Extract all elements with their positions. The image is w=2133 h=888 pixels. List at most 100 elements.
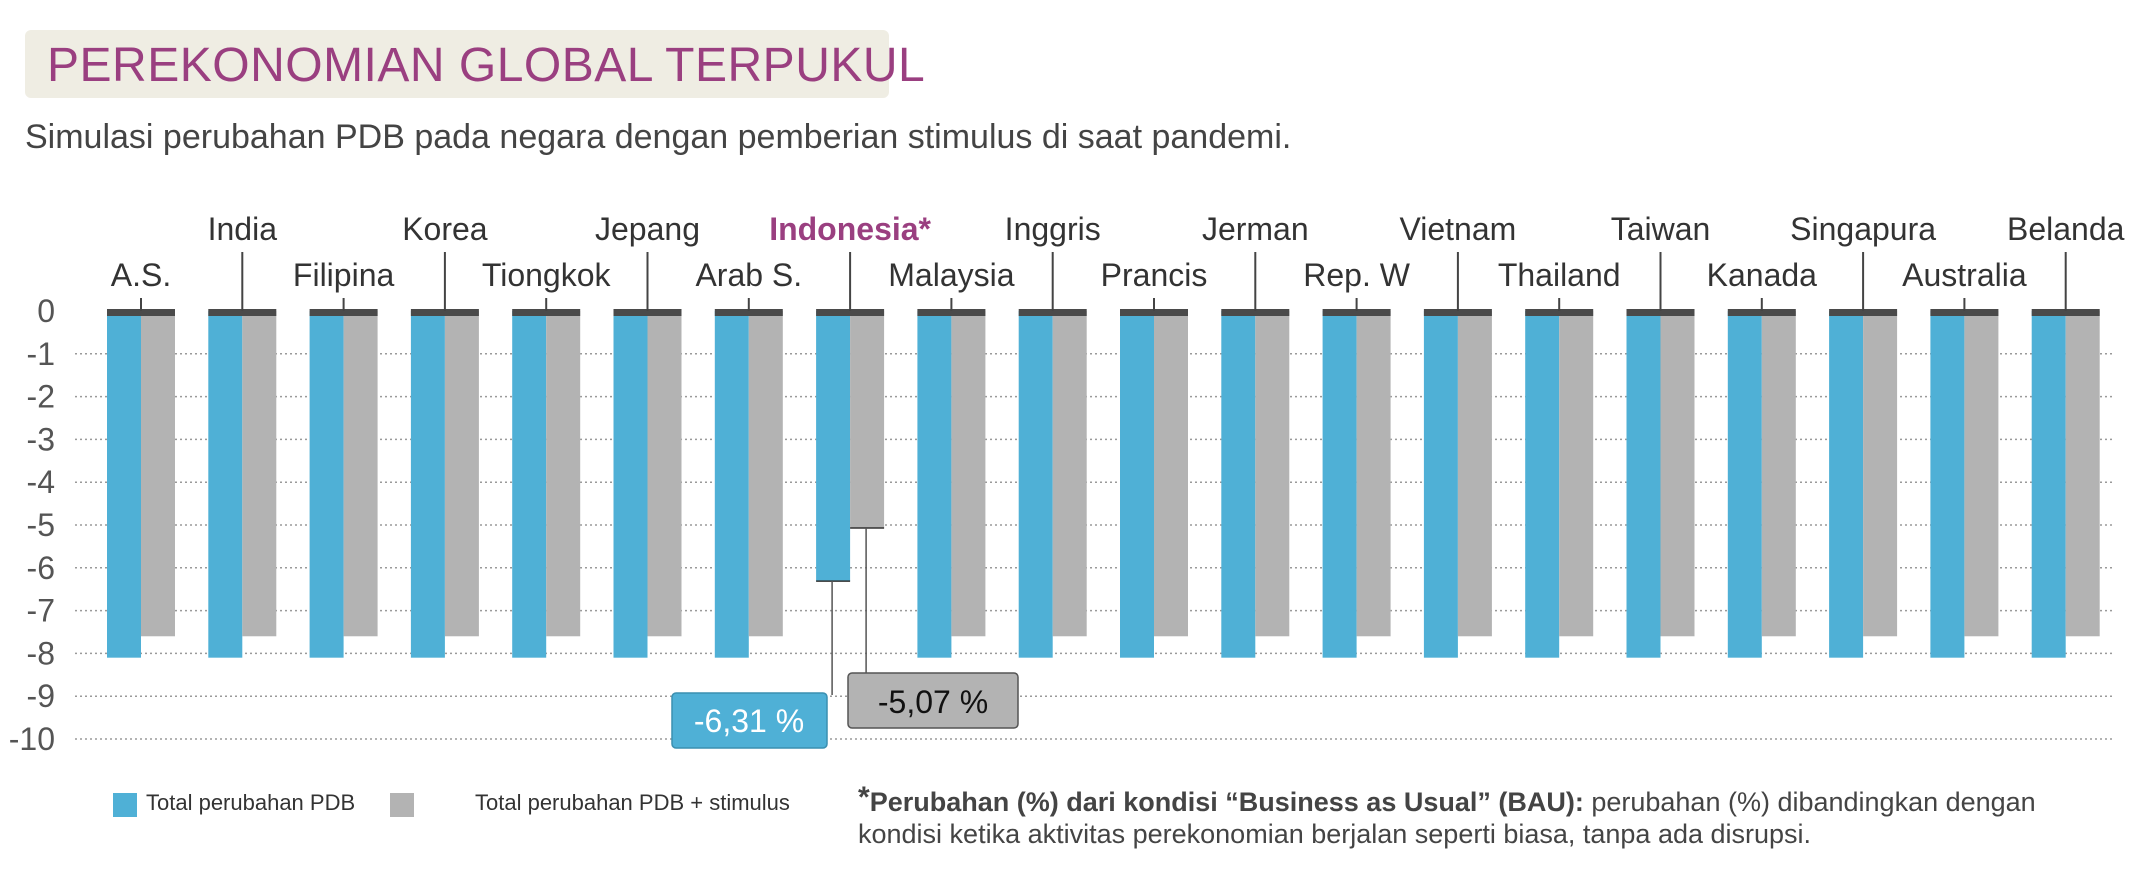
y-tick-label: -1 <box>27 336 55 372</box>
bar-pdb <box>1322 311 1357 658</box>
chart-subtitle: Simulasi perubahan PDB pada negara denga… <box>25 118 1292 156</box>
bar-pdb <box>714 311 749 658</box>
bar-baseline <box>107 309 175 316</box>
bar-stimulus <box>1052 311 1087 637</box>
y-tick-label: -5 <box>27 507 55 543</box>
category-label: Belanda <box>2007 211 2125 247</box>
bar-pdb <box>309 311 344 658</box>
category-label: Taiwan <box>1611 211 1711 247</box>
bar-baseline <box>816 309 885 316</box>
y-tick-label: -7 <box>27 593 55 629</box>
bar-pdb <box>1120 311 1154 658</box>
category-label: Jerman <box>1202 211 1309 247</box>
bar-pdb <box>2031 311 2066 658</box>
bar-stimulus <box>951 311 986 637</box>
bar-stimulus <box>850 311 885 528</box>
annotation-box-stimulus <box>847 672 1019 729</box>
bar-baseline <box>1727 309 1796 316</box>
bar-baseline <box>410 309 479 316</box>
bar-baseline <box>1322 309 1391 316</box>
legend-swatch-pdb <box>113 793 137 817</box>
bar-baseline <box>1120 309 1188 316</box>
legend-swatch-stimulus <box>390 793 414 817</box>
category-label: A.S. <box>111 257 171 293</box>
category-label: Vietnam <box>1399 211 1516 247</box>
bar-stimulus <box>242 311 277 637</box>
category-label: Singapura <box>1790 211 1936 247</box>
bar-pdb <box>1525 311 1560 658</box>
bar-baseline <box>1423 309 1492 316</box>
footnote-text: perubahan (%) dibandingkan dengan kondis… <box>858 787 2036 849</box>
bar-stimulus <box>1255 311 1290 637</box>
bar-stimulus <box>1356 311 1391 637</box>
category-label: Korea <box>402 211 488 247</box>
y-tick-label: 0 <box>37 293 55 329</box>
bar-baseline <box>613 309 682 316</box>
category-label: India <box>208 211 278 247</box>
category-label: Rep. W <box>1303 257 1410 293</box>
bar-stimulus <box>1660 311 1695 637</box>
bar-stimulus <box>1559 311 1594 637</box>
bar-baseline <box>208 309 277 316</box>
bar-baseline <box>1018 309 1087 316</box>
bar-pdb <box>512 311 547 658</box>
bar-baseline <box>714 309 783 316</box>
chart-title: PEREKONOMIAN GLOBAL TERPUKUL <box>47 39 926 92</box>
bar-pdb <box>816 311 851 582</box>
bar-stimulus <box>141 311 175 637</box>
bar-pdb <box>1930 311 1965 658</box>
category-label: Thailand <box>1498 257 1621 293</box>
y-tick-label: -9 <box>27 678 55 714</box>
y-tick-label: -8 <box>27 635 55 671</box>
bar-stimulus <box>1863 311 1898 637</box>
category-label: Indonesia* <box>769 211 931 247</box>
category-label: Prancis <box>1101 257 1208 293</box>
bar-baseline <box>1930 309 1999 316</box>
bar-baseline <box>917 309 986 316</box>
bar-baseline <box>1221 309 1290 316</box>
bar-pdb <box>1423 311 1458 658</box>
footnote-star: * <box>858 781 870 814</box>
bar-pdb <box>1221 311 1256 658</box>
bar-stimulus <box>748 311 783 637</box>
annotation-label-pdb: -6,31 % <box>694 703 804 739</box>
bar-pdb <box>917 311 952 658</box>
y-tick-label: -3 <box>27 421 55 457</box>
bar-pdb <box>410 311 445 658</box>
y-tick-label: -2 <box>27 379 55 415</box>
bar-stimulus <box>343 311 378 637</box>
y-tick-label: -6 <box>27 550 55 586</box>
bar-pdb <box>1018 311 1053 658</box>
bar-baseline <box>512 309 581 316</box>
bar-baseline <box>2031 309 2100 316</box>
bar-pdb <box>208 311 243 658</box>
category-label: Jepang <box>595 211 700 247</box>
y-tick-label: -4 <box>27 464 55 500</box>
category-label: Arab S. <box>695 257 802 293</box>
category-label: Kanada <box>1707 257 1818 293</box>
bar-pdb <box>613 311 648 658</box>
bar-pdb <box>1626 311 1661 658</box>
y-tick-label: -10 <box>9 721 55 757</box>
bar-pdb <box>107 311 141 658</box>
bar-stimulus <box>1154 311 1188 637</box>
legend-label-stimulus: Total perubahan PDB + stimulus <box>475 790 790 815</box>
annotation-box-pdb <box>671 692 828 749</box>
bar-stimulus <box>546 311 581 637</box>
bar-baseline <box>1626 309 1695 316</box>
bar-stimulus <box>1964 311 1999 637</box>
category-label: Australia <box>1902 257 2027 293</box>
title-box: PEREKONOMIAN GLOBAL TERPUKUL <box>25 30 925 98</box>
bar-stimulus <box>1761 311 1796 637</box>
legend-label-pdb: Total perubahan PDB <box>146 790 356 815</box>
bar-stimulus <box>444 311 479 637</box>
bar-stimulus <box>647 311 682 637</box>
annotation-label-stimulus: -5,07 % <box>878 684 988 720</box>
bar-baseline <box>309 309 378 316</box>
bar-baseline <box>1525 309 1594 316</box>
bar-pdb <box>1829 311 1864 658</box>
bar-pdb <box>1727 311 1762 658</box>
footnote: *Perubahan (%) dari kondisi “Business as… <box>858 782 2108 850</box>
category-label: Malaysia <box>888 257 1014 293</box>
bar-baseline <box>1829 309 1898 316</box>
